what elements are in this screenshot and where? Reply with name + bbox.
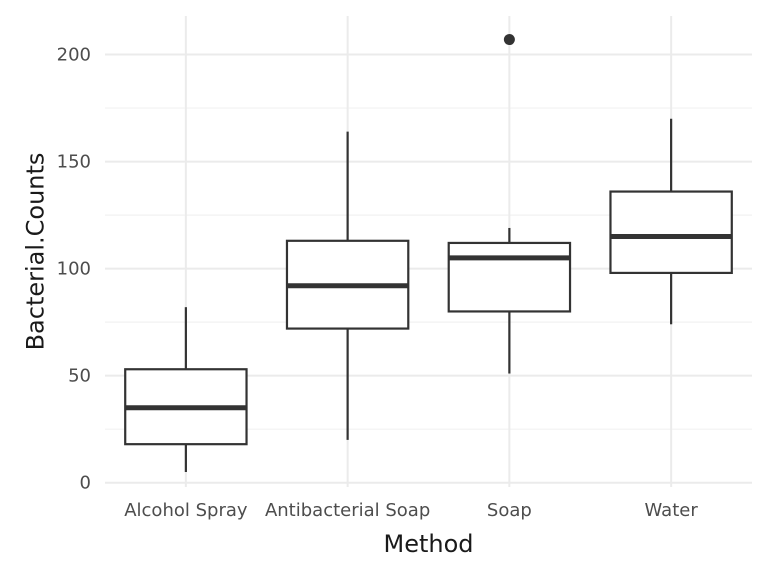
- box-water: [609, 118, 733, 325]
- y-tick-label: 200: [57, 45, 91, 66]
- box-series: [124, 34, 733, 473]
- y-tick-label: 100: [57, 259, 91, 280]
- y-axis-tick-labels: 0 50 100 150 200: [57, 45, 91, 494]
- x-tick-label: Antibacterial Soap: [265, 500, 430, 521]
- box-antibacterial-soap: [285, 131, 410, 440]
- box-alcohol-spray: [124, 307, 248, 473]
- y-tick-label: 50: [68, 366, 91, 387]
- y-tick-label: 150: [57, 152, 91, 173]
- x-tick-label: Alcohol Spray: [124, 500, 248, 521]
- x-tick-label: Water: [645, 500, 699, 521]
- y-tick-label: 0: [80, 473, 91, 494]
- iqr-box: [447, 241, 572, 313]
- x-tick-label: Soap: [487, 500, 532, 521]
- box-soap: [447, 34, 572, 374]
- outlier-point: [503, 34, 515, 46]
- iqr-box: [609, 190, 733, 275]
- y-axis-title: Bacterial.Counts: [21, 153, 49, 351]
- x-axis-tick-labels: Alcohol Spray Antibacterial Soap Soap Water: [124, 500, 698, 521]
- x-axis-title: Method: [383, 530, 473, 558]
